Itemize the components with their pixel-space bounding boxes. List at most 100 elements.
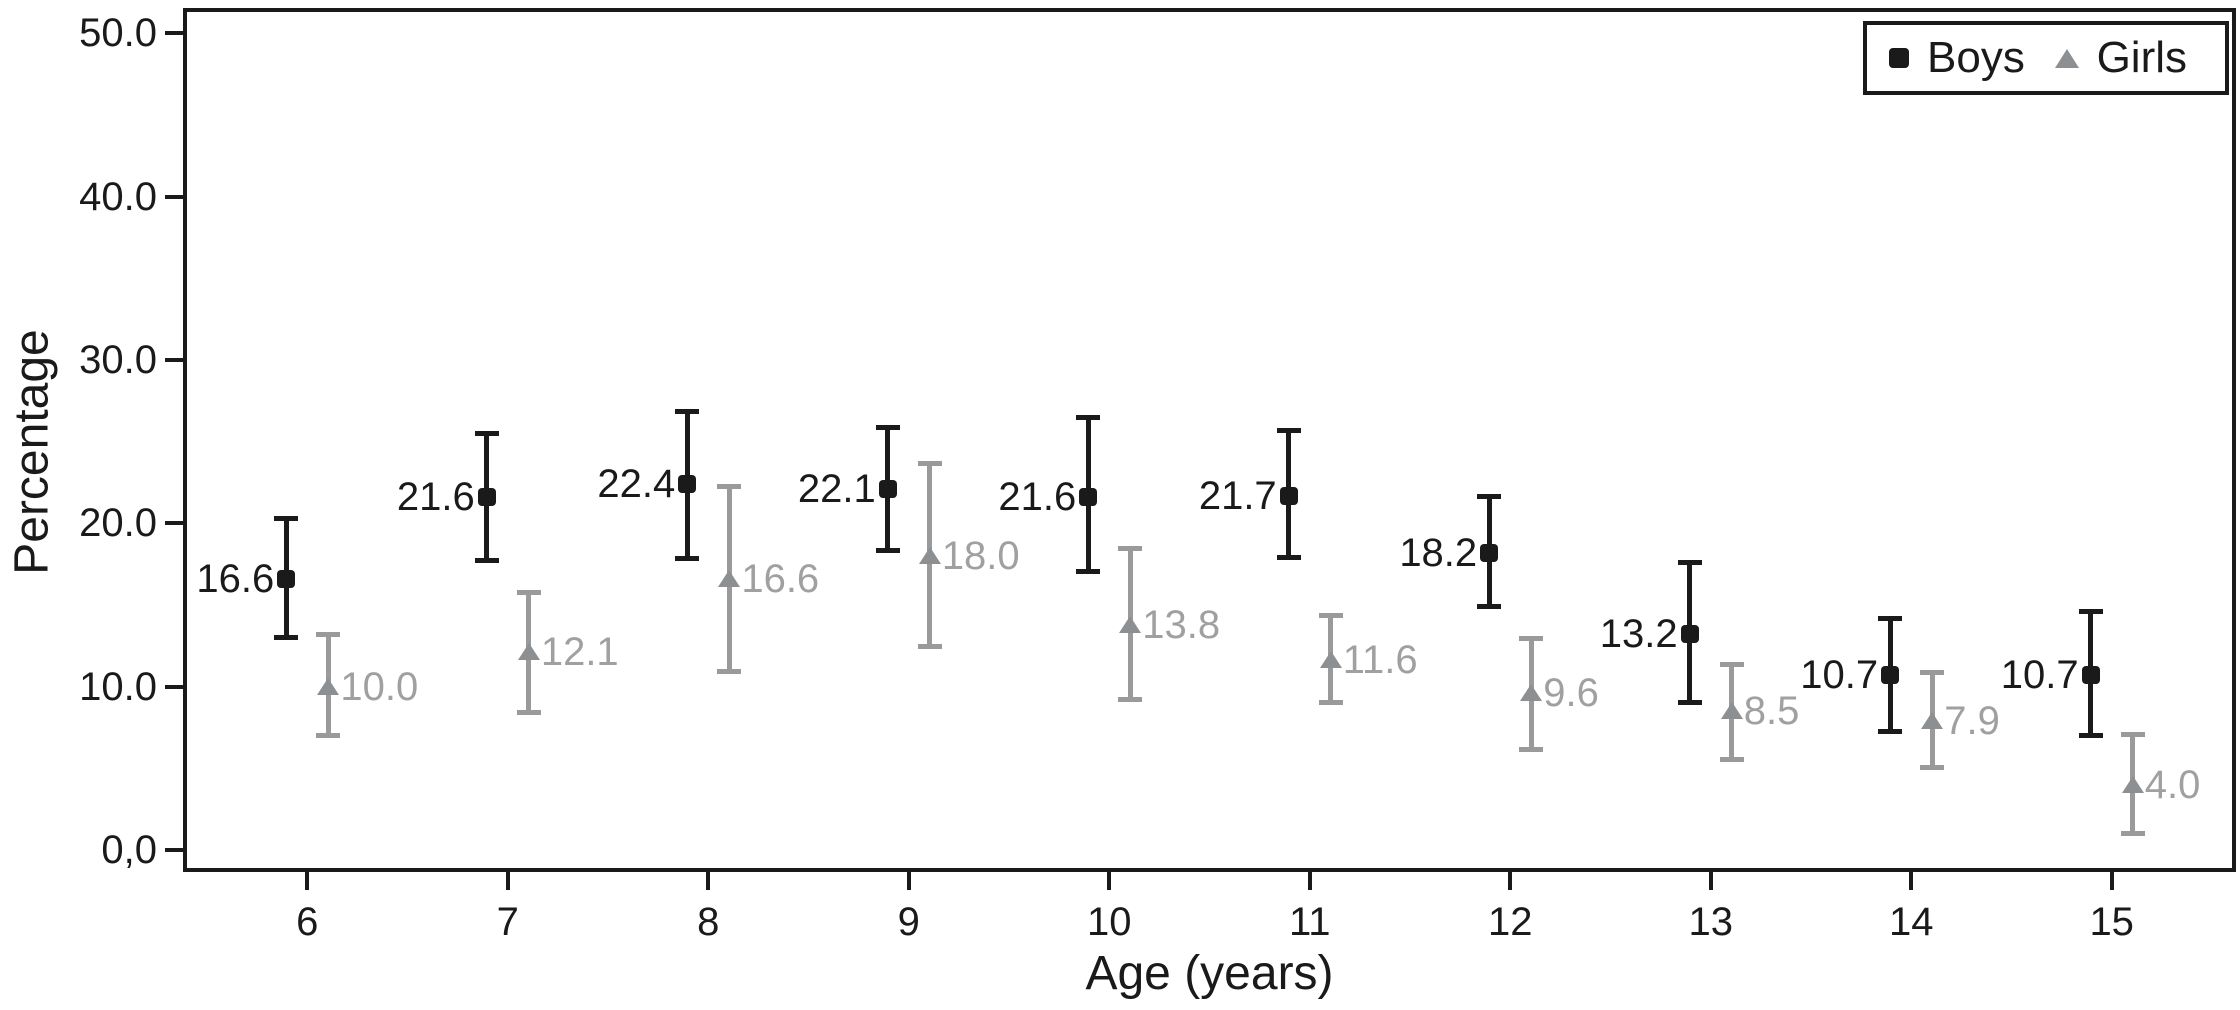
y-axis-tick	[165, 847, 183, 852]
x-axis-tick	[505, 872, 510, 890]
legend-label-girls: Girls	[2096, 33, 2187, 82]
girls-value-label: 7.9	[1944, 698, 2000, 743]
x-axis-tick-label: 13	[1688, 900, 1733, 944]
boys-error-cap-bottom	[274, 634, 299, 640]
x-axis-tick-label: 11	[1288, 900, 1331, 944]
girls-error-cap-top	[2120, 731, 2145, 737]
girls-triangle-marker-icon	[718, 569, 741, 587]
boys-square-marker-icon	[1680, 625, 1699, 644]
boys-error-cap-top	[1477, 493, 1502, 499]
girls-error-cap-top	[1920, 669, 1945, 675]
girls-value-label: 9.6	[1543, 671, 1599, 716]
boys-value-label: 22.1	[797, 466, 876, 511]
boys-error-cap-top	[474, 431, 499, 437]
girls-error-cap-bottom	[1920, 765, 1945, 771]
boys-square-marker-icon	[1079, 488, 1098, 507]
boys-error-cap-bottom	[1076, 569, 1101, 575]
girls-triangle-marker-icon	[1720, 702, 1743, 720]
girls-value-label: 18.0	[941, 533, 1020, 578]
girls-value-label: 16.6	[741, 556, 820, 601]
boys-error-cap-bottom	[474, 557, 499, 563]
boys-error-cap-top	[1076, 415, 1101, 421]
boys-error-cap-bottom	[875, 548, 900, 554]
boys-value-label: 10.7	[1800, 653, 1879, 698]
x-axis-tick	[1508, 872, 1513, 890]
x-axis-tick	[1307, 872, 1312, 890]
y-axis-tick-label: 10.0	[79, 664, 157, 709]
girls-error-cap-bottom	[917, 644, 942, 650]
x-axis-tick	[706, 872, 711, 890]
boys-error-cap-bottom	[675, 556, 700, 562]
girls-error-cap-top	[717, 483, 742, 489]
girls-error-cap-top	[1719, 661, 1744, 667]
y-axis-tick-label: 40.0	[79, 174, 157, 219]
boys-error-cap-bottom	[1276, 554, 1301, 560]
girls-error-cap-bottom	[316, 732, 341, 738]
boys-error-cap-top	[675, 408, 700, 414]
legend-item-boys: Boys	[1889, 33, 2025, 83]
boys-error-cap-top	[875, 424, 900, 430]
y-axis-tick	[165, 357, 183, 362]
boys-square-marker-icon	[1279, 486, 1298, 505]
girls-error-cap-bottom	[1118, 696, 1143, 702]
x-axis-title: Age (years)	[1085, 947, 1334, 1000]
y-axis-title: Percentage	[5, 329, 59, 575]
boys-value-label: 13.2	[1599, 612, 1678, 657]
y-axis-tick-label: 30.0	[79, 337, 157, 382]
y-axis-tick	[165, 684, 183, 689]
plot-area: 0,0 10.0 20.0 30.0 40.0 50.0 6 7 8 9 10 11 12 13 14 15 1…	[79, 8, 2236, 944]
boys-value-label: 21.6	[396, 475, 475, 520]
x-axis-tick	[1909, 872, 1914, 890]
girls-error-cap-top	[516, 589, 541, 595]
x-axis-tick	[1107, 872, 1112, 890]
y-axis-tick	[165, 194, 183, 199]
girls-error-cap-top	[316, 632, 341, 638]
x-axis-tick-label: 7	[496, 900, 519, 944]
x-axis-tick-label: 6	[296, 900, 319, 944]
boys-error-cap-top	[1878, 616, 1903, 622]
legend-item-girls: Girls	[2054, 33, 2187, 83]
boys-error-cap-top	[2078, 609, 2103, 615]
x-axis-tick-label: 10	[1087, 900, 1132, 944]
y-axis-tick-label: 0,0	[101, 827, 157, 872]
boys-error-cap-bottom	[2078, 732, 2103, 738]
girls-error-cap-bottom	[1318, 699, 1343, 705]
girls-triangle-marker-icon	[517, 643, 540, 661]
girls-error-cap-bottom	[1719, 757, 1744, 763]
girls-value-label: 10.0	[340, 664, 419, 709]
x-axis-tick	[1708, 872, 1713, 890]
girls-error-cap-top	[1318, 612, 1343, 618]
boys-error-cap-bottom	[1477, 603, 1502, 609]
girls-triangle-marker-icon	[1921, 711, 1944, 729]
girls-value-label: 13.8	[1142, 602, 1221, 647]
y-axis-tick-label: 50.0	[79, 11, 157, 56]
x-axis-tick-label: 12	[1487, 900, 1533, 944]
girls-error-cap-bottom	[2120, 830, 2145, 836]
x-axis-tick-label: 15	[2089, 900, 2134, 944]
girls-error-cap-bottom	[1519, 747, 1544, 753]
legend-label-boys: Boys	[1927, 33, 2025, 82]
boys-square-marker-icon	[678, 475, 697, 494]
girls-error-cap-bottom	[717, 668, 742, 674]
girls-value-label: 8.5	[1743, 689, 1800, 734]
boys-error-cap-top	[1276, 428, 1301, 434]
girls-value-label: 11.6	[1342, 638, 1418, 683]
y-axis-tick	[165, 31, 183, 36]
boys-value-label: 21.6	[998, 475, 1077, 520]
boys-square-marker-icon	[1889, 48, 1909, 68]
boys-error-cap-top	[274, 516, 299, 522]
girls-triangle-marker-icon	[1520, 684, 1543, 702]
girls-error-cap-bottom	[516, 709, 541, 715]
girls-triangle-marker-icon	[2121, 775, 2144, 793]
boys-square-marker-icon	[277, 569, 296, 588]
girls-value-label: 12.1	[540, 630, 619, 675]
boys-square-marker-icon	[477, 488, 496, 507]
girls-error-cap-top	[917, 460, 942, 466]
x-axis-tick-label: 8	[697, 900, 720, 944]
girls-triangle-marker-icon	[317, 677, 340, 695]
x-axis-tick	[2109, 872, 2114, 890]
boys-value-label: 21.7	[1198, 473, 1277, 518]
y-axis-tick-label: 20.0	[79, 501, 157, 546]
boys-value-label: 10.7	[2000, 653, 2079, 698]
